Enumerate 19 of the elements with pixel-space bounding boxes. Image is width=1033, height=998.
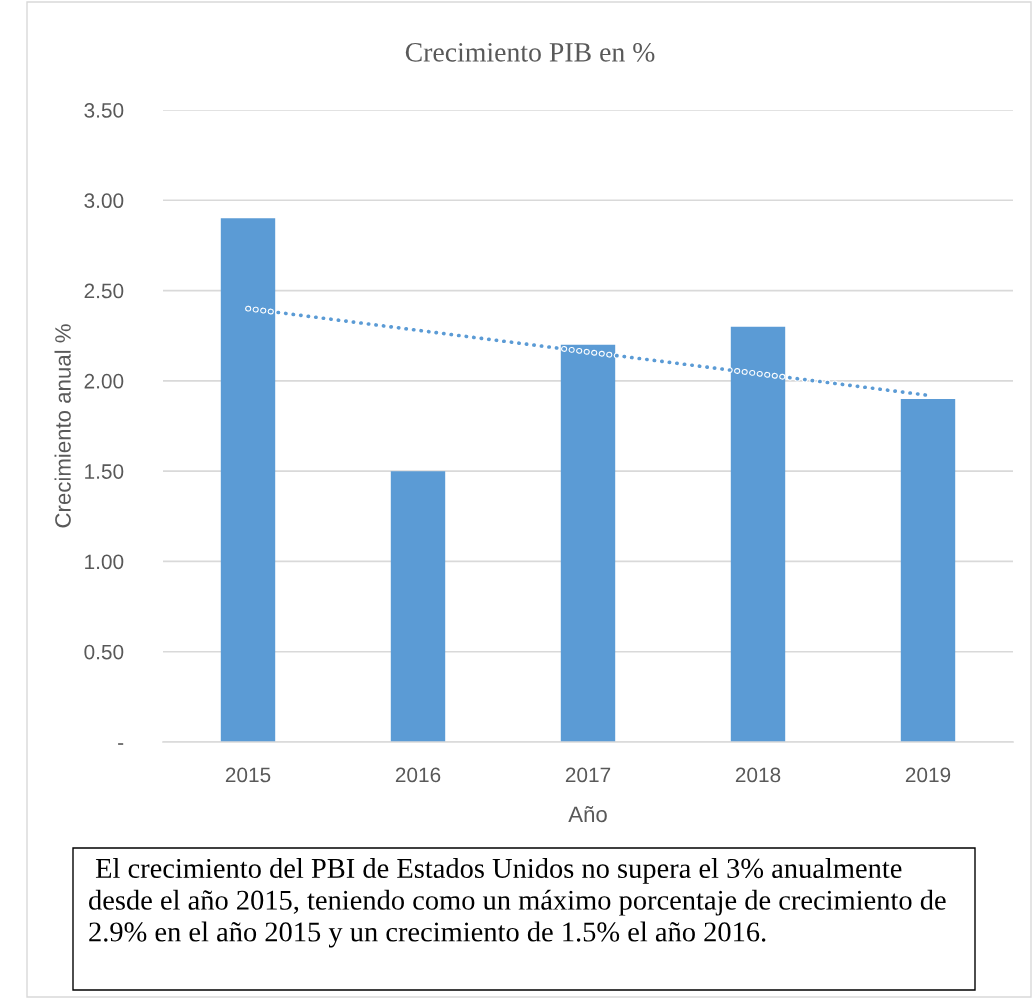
chart-title: Crecimiento PIB en % <box>405 42 655 62</box>
x-tick-label: 2017 <box>565 767 611 783</box>
x-axis-title: Año <box>568 806 607 823</box>
x-tick-label: 2015 <box>225 767 271 783</box>
bar <box>900 398 956 742</box>
x-tick-label: 2018 <box>735 767 781 783</box>
y-tick-label: 3.00 <box>84 193 124 209</box>
y-tick-label: 3.50 <box>84 103 124 118</box>
y-axis-title: Crecimiento anual % <box>54 324 71 528</box>
y-tick-label: 1.50 <box>85 464 124 479</box>
x-tick-label: 2019 <box>905 767 951 783</box>
x-tick-label: 2016 <box>395 767 441 783</box>
text: El crecimiento del PBI de Estados Unidos no supera el 3% anualmente desde el año 2015, teniendo como un máximo porcentaje de crecimiento de 2.9% en el año 2015 y un crecimiento de 1.5% el año 2016. <box>89 858 946 948</box>
y-tick-label: 0.50 <box>84 644 124 660</box>
y-tick-label: 1.00 <box>85 554 124 570</box>
y-tick-label: - <box>118 743 124 745</box>
bar <box>390 471 446 742</box>
y-tick-label: 2.00 <box>84 373 124 389</box>
y-tick-label: 2.50 <box>84 283 124 299</box>
